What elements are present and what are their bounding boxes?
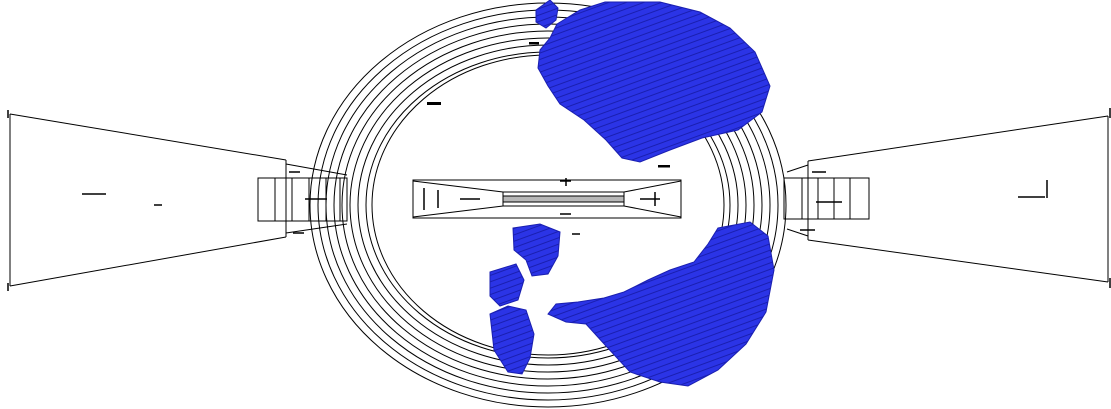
left-projection [7,110,348,291]
blue-fill-lower-region [547,221,775,387]
annotation-mark-right [658,165,670,168]
right-projection [783,108,1111,288]
blue-fill-lower-fragment-a [512,223,561,277]
blue-fill-regions [489,0,775,387]
blue-fill-lower-fragment-c [489,305,535,375]
left-projection-outline [9,113,348,287]
track-lane-5 [341,30,755,380]
center-frame-rect [412,179,682,219]
annotation-mark-upper [427,102,441,105]
blue-fill-lower-fragment-b [489,263,525,307]
right-projection-divisions [801,178,851,219]
annotation-marks [427,42,670,168]
center-frame-taper [412,180,682,218]
center-frame-marks [423,178,660,235]
annotation-mark-top [529,42,539,45]
left-projection-marks [7,110,327,291]
right-projection-outline [783,115,1109,283]
blue-fill-upper-region [537,1,771,163]
track-lane-6 [349,37,747,373]
right-projection-marks [800,108,1111,288]
blue-fill-upper-fragment [535,0,559,29]
center-field-frame [412,178,682,235]
center-frame-bar [502,195,625,203]
